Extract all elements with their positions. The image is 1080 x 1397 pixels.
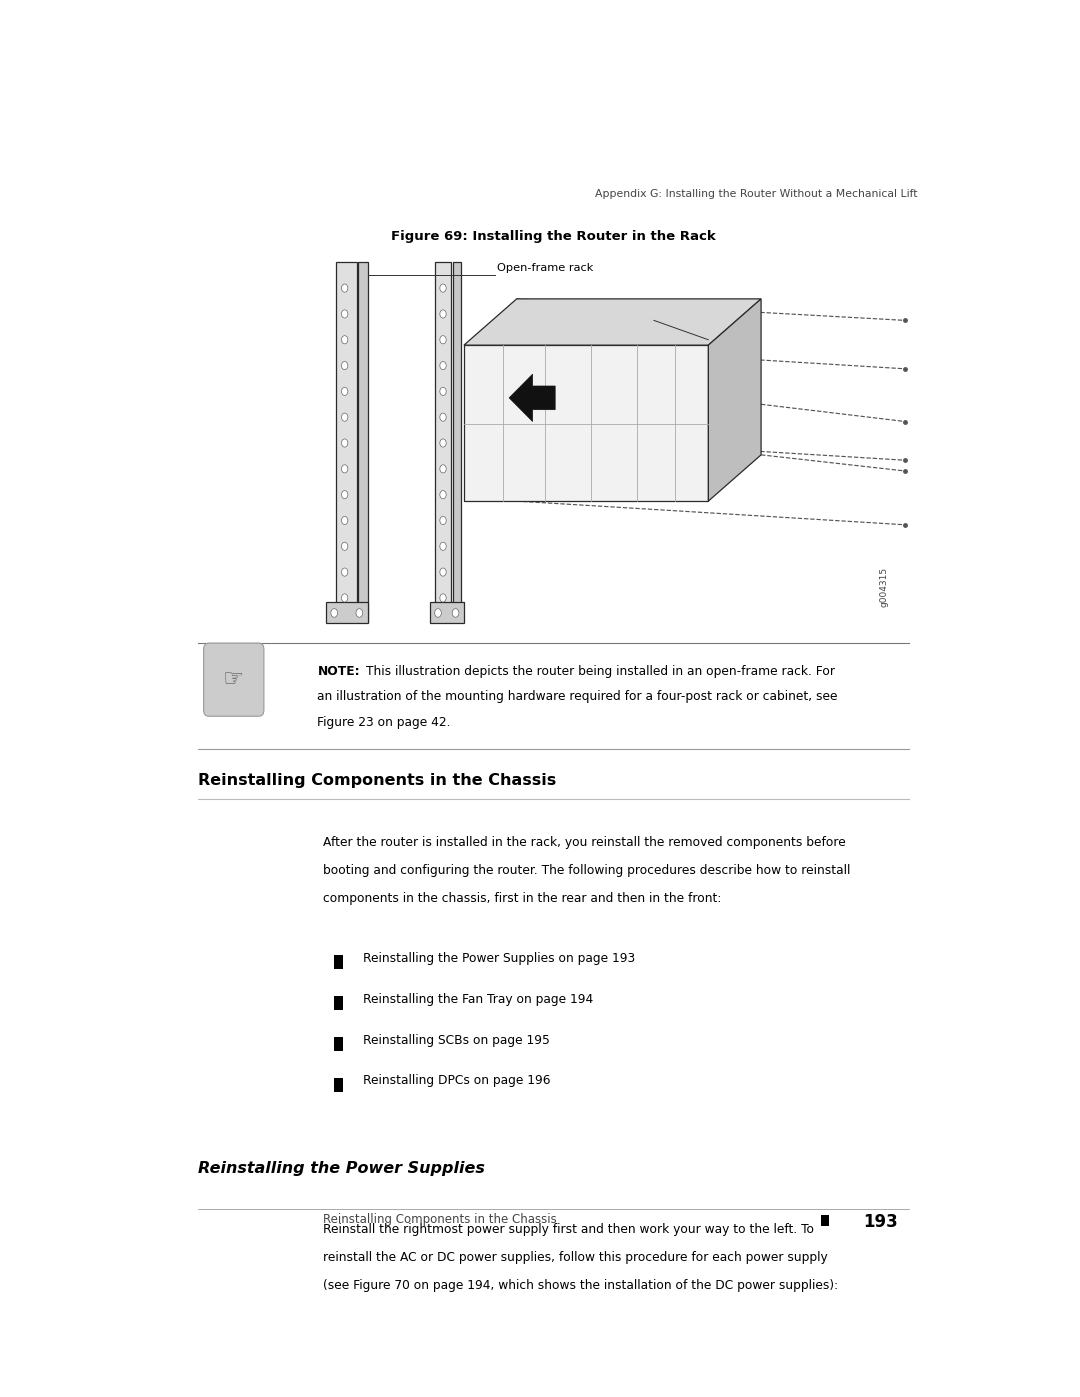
Circle shape: [341, 439, 348, 447]
Text: Reinstalling the Power Supplies: Reinstalling the Power Supplies: [198, 1161, 485, 1175]
Circle shape: [341, 542, 348, 550]
Circle shape: [341, 569, 348, 576]
Circle shape: [440, 542, 446, 550]
Circle shape: [440, 387, 446, 395]
Polygon shape: [334, 996, 343, 1010]
Text: (see Figure 70 on page 194, which shows the installation of the DC power supplie: (see Figure 70 on page 194, which shows …: [323, 1278, 838, 1292]
Circle shape: [453, 609, 459, 617]
Circle shape: [341, 310, 348, 319]
Circle shape: [341, 387, 348, 395]
Polygon shape: [430, 602, 464, 623]
Text: Figure 69: Installing the Router in the Rack: Figure 69: Installing the Router in the …: [391, 231, 716, 243]
Text: Open-frame rack: Open-frame rack: [497, 263, 593, 272]
Text: Appendix G: Installing the Router Without a Mechanical Lift: Appendix G: Installing the Router Withou…: [595, 189, 918, 200]
Polygon shape: [336, 263, 356, 622]
Circle shape: [440, 362, 446, 370]
Polygon shape: [334, 956, 343, 970]
Text: NOTE:: NOTE:: [318, 665, 360, 678]
Text: booting and configuring the router. The following procedures describe how to rei: booting and configuring the router. The …: [323, 863, 851, 876]
Polygon shape: [464, 345, 708, 502]
Text: reinstall the AC or DC power supplies, follow this procedure for each power supp: reinstall the AC or DC power supplies, f…: [323, 1250, 828, 1264]
Circle shape: [440, 569, 446, 576]
Text: components in the chassis, first in the rear and then in the front:: components in the chassis, first in the …: [323, 891, 721, 905]
Circle shape: [440, 594, 446, 602]
Text: Reinstall the rightmost power supply first and then work your way to the left. T: Reinstall the rightmost power supply fir…: [323, 1222, 814, 1236]
FancyBboxPatch shape: [204, 643, 264, 717]
Text: Reinstalling DPCs on page 196: Reinstalling DPCs on page 196: [363, 1074, 550, 1087]
Circle shape: [440, 517, 446, 524]
Circle shape: [440, 284, 446, 292]
Circle shape: [440, 335, 446, 344]
Circle shape: [440, 439, 446, 447]
Text: ☞: ☞: [224, 668, 244, 692]
Circle shape: [434, 609, 442, 617]
Circle shape: [356, 609, 363, 617]
Circle shape: [440, 490, 446, 499]
Circle shape: [341, 594, 348, 602]
Polygon shape: [434, 263, 451, 622]
Circle shape: [341, 362, 348, 370]
Text: This illustration depicts the router being installed in an open-frame rack. For: This illustration depicts the router bei…: [366, 665, 835, 678]
Circle shape: [330, 609, 338, 617]
Text: Figure 23 on page 42.: Figure 23 on page 42.: [318, 717, 451, 729]
Text: After the router is installed in the rack, you reinstall the removed components : After the router is installed in the rac…: [323, 835, 846, 848]
Polygon shape: [821, 1215, 828, 1227]
Text: Mounting bracket: Mounting bracket: [617, 306, 716, 316]
Polygon shape: [454, 263, 461, 622]
Polygon shape: [326, 602, 367, 623]
Polygon shape: [708, 299, 761, 502]
Text: Reinstalling Components in the Chassis: Reinstalling Components in the Chassis: [198, 774, 556, 788]
Text: Reinstalling the Power Supplies on page 193: Reinstalling the Power Supplies on page …: [363, 951, 635, 965]
Circle shape: [440, 310, 446, 319]
Circle shape: [341, 465, 348, 474]
Circle shape: [440, 414, 446, 422]
Circle shape: [341, 490, 348, 499]
Circle shape: [341, 414, 348, 422]
Polygon shape: [464, 299, 761, 345]
Text: Reinstalling the Fan Tray on page 194: Reinstalling the Fan Tray on page 194: [363, 993, 593, 1006]
Polygon shape: [334, 1037, 343, 1051]
Text: Reinstalling SCBs on page 195: Reinstalling SCBs on page 195: [363, 1034, 550, 1046]
Text: an illustration of the mounting hardware required for a four-post rack or cabine: an illustration of the mounting hardware…: [318, 690, 838, 704]
Polygon shape: [334, 1077, 343, 1091]
Polygon shape: [509, 374, 555, 422]
Polygon shape: [359, 263, 367, 622]
Text: 193: 193: [863, 1213, 897, 1231]
Circle shape: [341, 335, 348, 344]
Circle shape: [341, 517, 348, 524]
Text: Reinstalling Components in the Chassis: Reinstalling Components in the Chassis: [323, 1213, 557, 1227]
Text: g004315: g004315: [879, 566, 889, 606]
Circle shape: [440, 465, 446, 474]
Circle shape: [341, 284, 348, 292]
